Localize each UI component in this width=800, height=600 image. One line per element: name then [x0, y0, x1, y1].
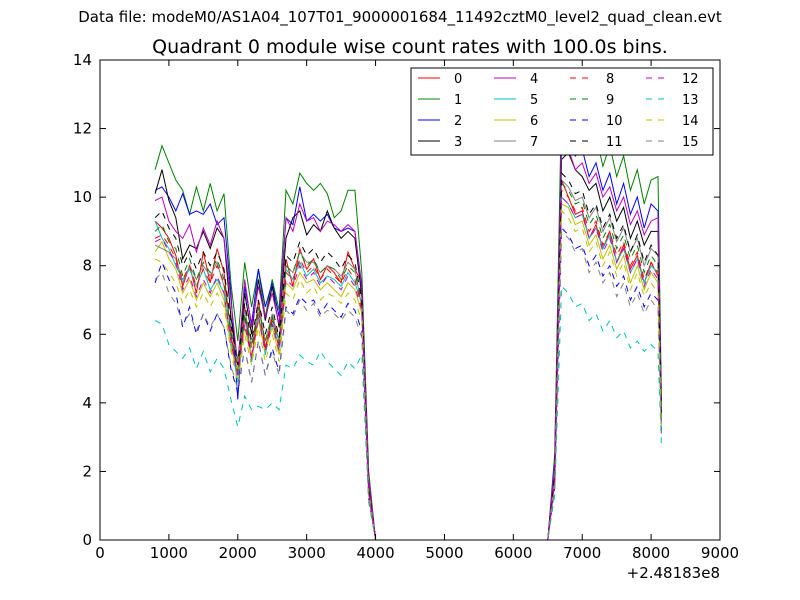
legend-label-2: 2 [454, 114, 462, 129]
y-tick-label: 8 [82, 257, 92, 275]
x-tick-label: 2000 [219, 544, 257, 562]
x-tick-label: 3000 [288, 544, 326, 562]
series-10-line [154, 226, 662, 541]
legend-label-6: 6 [530, 114, 538, 129]
x-axis: 0 1000 2000 3000 4000 5000 6000 7000 8000 9000 [95, 60, 739, 562]
legend-label-12: 12 [682, 72, 699, 87]
series-15-line [154, 230, 662, 541]
x-tick-label: 6000 [494, 544, 532, 562]
y-tick-label: 6 [82, 325, 92, 343]
legend-label-11: 11 [606, 135, 623, 150]
figure-header: Data file: modeM0/AS1A04_107T01_90000016… [78, 8, 722, 26]
legend-label-7: 7 [530, 135, 538, 150]
y-tick-label: 10 [73, 188, 92, 206]
series-4-line [154, 144, 662, 541]
y-tick-label: 12 [73, 120, 92, 138]
legend-label-1: 1 [454, 93, 462, 108]
x-tick-label: 7000 [563, 544, 601, 562]
x-tick-label: 1000 [150, 544, 188, 562]
x-offset-label: +2.48183e8 [627, 564, 720, 582]
legend-label-8: 8 [606, 72, 614, 87]
legend-label-0: 0 [454, 72, 462, 87]
legend-label-13: 13 [682, 93, 699, 108]
series-layer [154, 96, 662, 541]
series-8-line [154, 189, 662, 541]
series-3-line [154, 151, 662, 541]
legend-label-14: 14 [682, 114, 699, 129]
legend-label-10: 10 [606, 114, 623, 129]
plot-frame [99, 59, 721, 541]
legend-label-9: 9 [606, 93, 614, 108]
series-5-line [154, 195, 662, 541]
series-12-line [154, 195, 662, 541]
series-1-line [154, 96, 662, 541]
y-tick-label: 4 [82, 394, 92, 412]
series-14-line [154, 209, 662, 541]
series-7-line [154, 178, 662, 541]
legend-label-5: 5 [530, 93, 538, 108]
y-tick-label: 2 [82, 462, 92, 480]
chart-title: Quadrant 0 module wise count rates with … [152, 36, 668, 58]
legend-label-4: 4 [530, 72, 538, 87]
x-tick-label: 9000 [701, 544, 739, 562]
legend-label-15: 15 [682, 135, 699, 150]
x-tick-label: 8000 [632, 544, 670, 562]
legend-label-3: 3 [454, 135, 462, 150]
series-13-line [154, 285, 662, 541]
x-tick-label: 0 [95, 544, 105, 562]
series-6-line [154, 203, 662, 541]
x-tick-label: 5000 [425, 544, 463, 562]
y-tick-label: 14 [73, 51, 92, 69]
y-tick-label: 0 [82, 531, 92, 549]
x-tick-label: 4000 [356, 544, 394, 562]
series-9-line [154, 182, 662, 541]
